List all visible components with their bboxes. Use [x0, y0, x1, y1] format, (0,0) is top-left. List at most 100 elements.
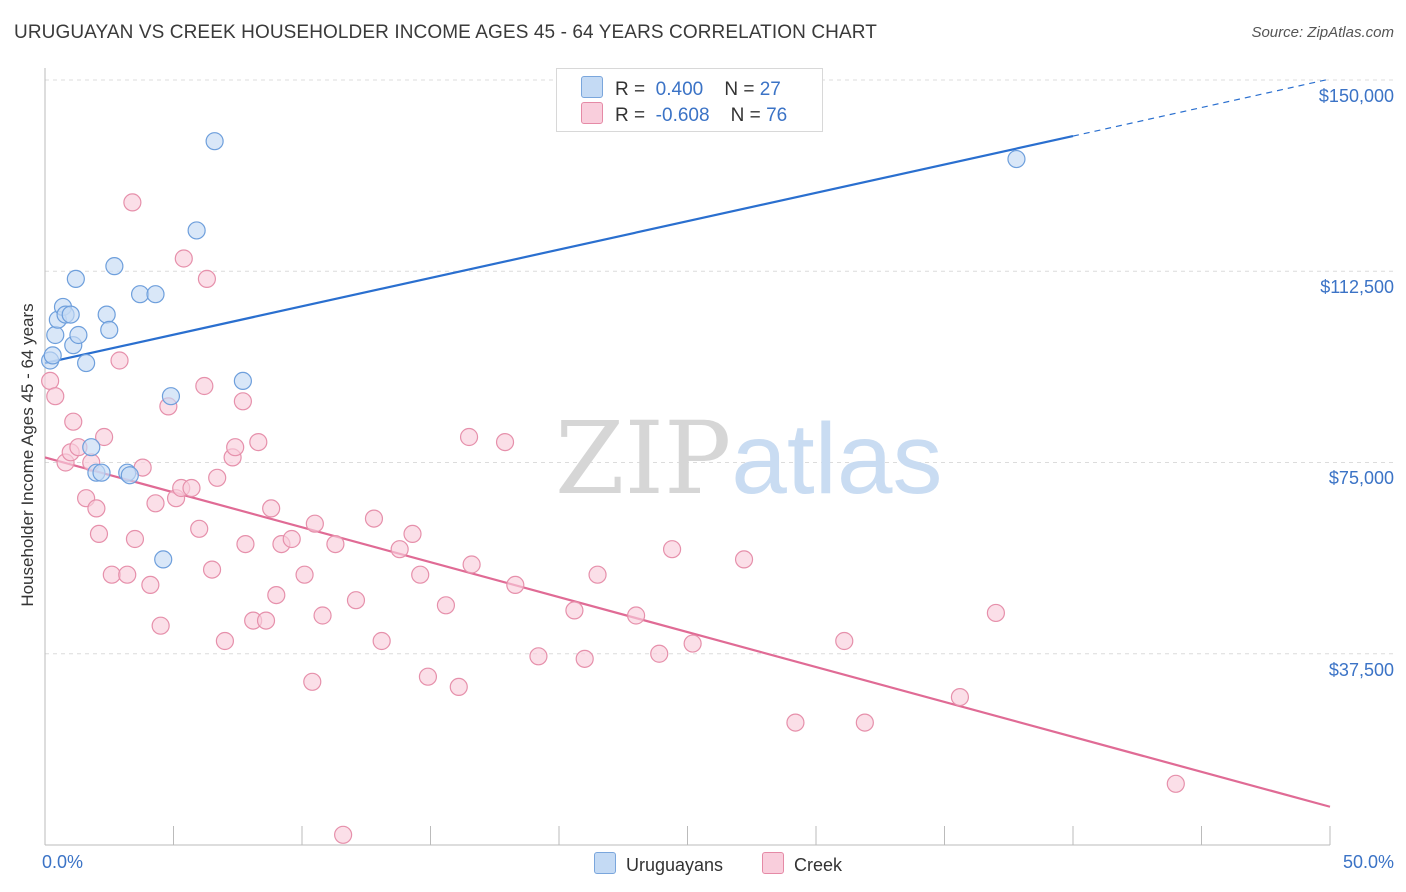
data-point	[174, 249, 193, 268]
x-tick-label: 0.0%	[42, 852, 84, 872]
data-point	[154, 550, 173, 569]
trend-line	[44, 456, 1331, 808]
data-point	[575, 649, 594, 668]
data-point	[346, 591, 366, 610]
data-point	[650, 644, 669, 663]
chart-title: URUGUAYAN VS CREEK HOUSEHOLDER INCOME AG…	[14, 22, 877, 43]
uruguayans-swatch	[594, 852, 616, 874]
data-point	[403, 524, 422, 544]
y-tick-label: $37,500	[1328, 660, 1394, 680]
data-point	[267, 585, 286, 605]
data-point	[256, 611, 276, 630]
data-point	[459, 427, 479, 447]
data-point	[683, 634, 702, 653]
data-point	[529, 647, 548, 666]
grid-lines	[45, 79, 1395, 655]
data-point	[105, 257, 124, 276]
data-point	[282, 529, 301, 549]
data-point	[390, 540, 409, 559]
data-point	[87, 499, 106, 518]
data-point	[236, 534, 255, 554]
data-point	[197, 269, 217, 288]
legend-label: Creek	[794, 855, 843, 875]
data-point	[151, 616, 170, 635]
stats-legend: R = 0.400 N = 27 R = -0.608 N = 76	[556, 68, 823, 132]
data-point	[82, 438, 101, 457]
data-point	[208, 468, 227, 487]
data-point	[182, 478, 201, 498]
data-point	[1007, 149, 1026, 169]
data-point	[295, 565, 314, 584]
data-point	[835, 631, 854, 651]
uruguayans-swatch	[581, 76, 603, 98]
data-point	[146, 285, 165, 304]
data-point	[215, 631, 234, 651]
data-point	[190, 519, 209, 538]
y-tick-label: $112,500	[1320, 277, 1394, 297]
data-point	[125, 529, 145, 549]
creek-swatch	[762, 852, 784, 874]
data-point	[495, 433, 515, 452]
data-point	[326, 534, 345, 554]
data-point	[46, 325, 65, 345]
data-point	[449, 677, 468, 697]
trend-line-extension	[1072, 78, 1331, 137]
data-point	[418, 667, 438, 686]
data-point	[187, 221, 206, 240]
data-point	[43, 346, 62, 365]
n-value: 76	[766, 105, 788, 126]
data-point	[303, 672, 322, 691]
data-point	[262, 499, 281, 518]
data-point	[161, 387, 181, 406]
n-label: N =	[730, 105, 761, 126]
n-label: N =	[724, 79, 755, 100]
data-point	[92, 463, 111, 482]
data-point	[462, 555, 481, 574]
data-point	[436, 596, 456, 615]
data-point	[588, 565, 607, 584]
data-point	[77, 353, 96, 373]
r-label: R =	[615, 105, 646, 126]
data-point	[506, 575, 525, 595]
data-point	[950, 687, 970, 707]
data-point	[46, 387, 65, 406]
data-point	[102, 565, 121, 584]
trend-lines	[44, 78, 1331, 808]
legend-row-uruguayans: R = 0.400 N = 27	[581, 76, 781, 100]
legend-item-creek: Creek	[762, 852, 842, 876]
data-point	[123, 193, 142, 212]
data-point	[205, 132, 224, 151]
data-point	[226, 438, 245, 457]
data-point	[110, 351, 129, 370]
r-value: 0.400	[655, 79, 704, 100]
r-value: -0.608	[655, 105, 710, 126]
data-point	[233, 392, 252, 411]
watermark-zip: ZIP	[555, 400, 732, 517]
y-axis-label: Householder Income Ages 45 - 64 years	[18, 303, 37, 607]
x-tick-label: 50.0%	[1342, 852, 1394, 872]
watermark-atlas: atlas	[731, 403, 943, 515]
data-point	[118, 565, 137, 584]
data-point	[141, 575, 160, 595]
data-point	[41, 371, 60, 390]
data-point	[855, 713, 874, 732]
data-point	[565, 601, 584, 620]
data-point	[411, 565, 430, 584]
axes	[44, 68, 1331, 846]
data-point	[249, 433, 268, 452]
r-label: R =	[615, 79, 646, 100]
data-point	[626, 606, 646, 625]
trend-line	[44, 135, 1074, 365]
legend-label: Uruguayans	[626, 855, 724, 875]
data-point	[130, 285, 150, 304]
data-point	[69, 325, 88, 345]
data-point	[372, 631, 391, 651]
y-tick-label: $75,000	[1328, 468, 1394, 488]
data-point	[786, 713, 805, 732]
data-point	[61, 305, 80, 324]
watermark: ZIPatlas	[555, 400, 943, 517]
legend-item-uruguayans: Uruguayans	[594, 852, 723, 876]
data-point	[64, 412, 83, 431]
data-point	[233, 371, 252, 390]
data-point	[146, 494, 165, 513]
